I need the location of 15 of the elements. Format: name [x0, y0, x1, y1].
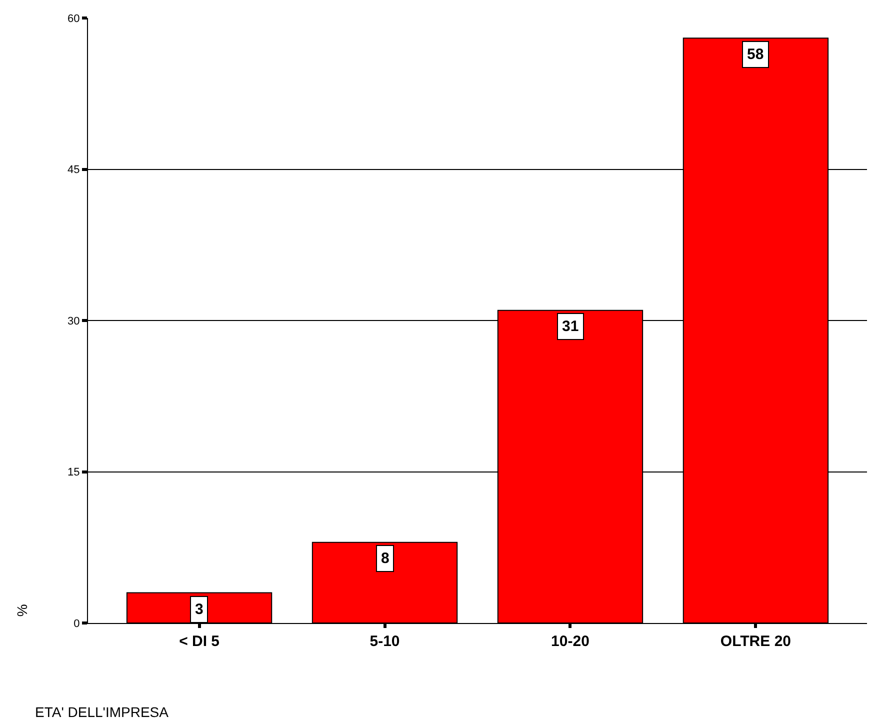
data-label: 31	[562, 318, 579, 335]
data-label: 8	[381, 550, 390, 567]
data-label: 58	[747, 46, 764, 63]
y-tick-label: 15	[68, 466, 80, 479]
x-axis-title: ETA' DELL'IMPRESA	[35, 704, 170, 720]
x-tick-label: 10-20	[551, 633, 590, 650]
x-tick-label: OLTRE 20	[720, 633, 791, 650]
y-tick-label: 45	[68, 164, 80, 176]
y-tick-label: 0	[74, 618, 80, 630]
y-tick-label: 30	[68, 315, 80, 328]
x-tick-label: < DI 5	[179, 633, 220, 650]
data-label: 3	[195, 601, 204, 618]
y-axis-title: %	[14, 604, 30, 617]
y-tick-label: 60	[68, 12, 80, 25]
x-tick-label: 5-10	[370, 633, 400, 650]
